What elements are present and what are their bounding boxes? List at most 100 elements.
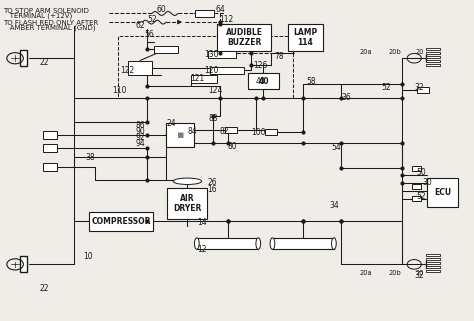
Bar <box>426 48 440 50</box>
Bar <box>225 127 237 133</box>
Bar <box>426 64 440 66</box>
Bar <box>191 75 217 82</box>
Text: AUDIBLE
BUZZER: AUDIBLE BUZZER <box>226 28 263 47</box>
Bar <box>273 238 334 249</box>
Bar <box>43 163 57 171</box>
Text: 64: 64 <box>216 5 226 14</box>
Text: 82: 82 <box>219 126 228 135</box>
Text: TO STOP ARM SOLENOID: TO STOP ARM SOLENOID <box>3 8 89 14</box>
Text: 56: 56 <box>144 30 154 39</box>
Text: 16: 16 <box>207 186 217 195</box>
Text: 24: 24 <box>166 119 176 128</box>
Bar <box>412 166 421 171</box>
Text: AMBER TERMINAL (GND): AMBER TERMINAL (GND) <box>3 25 96 31</box>
Text: 36: 36 <box>341 93 351 102</box>
Bar <box>197 238 258 249</box>
Text: 62: 62 <box>136 22 146 30</box>
Ellipse shape <box>331 238 336 249</box>
Text: 84: 84 <box>188 126 198 135</box>
Ellipse shape <box>256 238 261 249</box>
Bar <box>426 266 440 268</box>
Bar <box>265 129 277 134</box>
Text: 20b: 20b <box>388 49 401 55</box>
Text: 121: 121 <box>190 74 204 83</box>
Text: 40: 40 <box>256 77 265 86</box>
Text: 32: 32 <box>414 83 424 92</box>
Bar <box>417 87 429 93</box>
Bar <box>89 212 153 231</box>
Text: 90: 90 <box>136 126 146 135</box>
Bar <box>248 73 279 89</box>
Bar <box>217 24 271 51</box>
Text: 120: 120 <box>204 65 219 74</box>
Bar <box>426 262 440 265</box>
Text: AIR
DRYER: AIR DRYER <box>173 194 201 213</box>
Text: 130: 130 <box>204 49 219 58</box>
Bar <box>43 144 57 152</box>
Text: 110: 110 <box>112 86 127 95</box>
Text: 20: 20 <box>416 270 424 276</box>
Text: 58: 58 <box>307 77 316 86</box>
Bar <box>208 50 236 57</box>
Bar <box>20 256 27 272</box>
Text: 34: 34 <box>329 201 339 210</box>
Text: 30: 30 <box>422 178 432 187</box>
Text: 60: 60 <box>156 5 166 14</box>
Text: 100: 100 <box>251 128 266 137</box>
Text: 40: 40 <box>258 77 269 86</box>
Text: 88: 88 <box>209 115 218 124</box>
Text: 20: 20 <box>416 49 424 55</box>
Text: 126: 126 <box>254 61 268 70</box>
Text: 26: 26 <box>207 178 217 187</box>
Bar <box>166 123 194 147</box>
Text: 92: 92 <box>136 133 146 142</box>
Text: 52: 52 <box>147 15 157 24</box>
Bar <box>167 188 208 219</box>
Text: 38: 38 <box>86 153 95 162</box>
Text: 22: 22 <box>39 284 49 293</box>
Text: 78: 78 <box>275 52 284 61</box>
Bar <box>195 10 214 17</box>
Bar <box>427 178 458 207</box>
Text: 80: 80 <box>228 142 237 151</box>
Text: 10: 10 <box>83 252 93 261</box>
Bar <box>43 131 57 139</box>
Text: ECU: ECU <box>434 188 451 197</box>
Bar <box>20 50 27 66</box>
Bar <box>288 24 323 51</box>
Bar <box>210 66 244 74</box>
Text: TO FLASH RED ONLY AFTER: TO FLASH RED ONLY AFTER <box>3 20 98 26</box>
Text: 86: 86 <box>136 121 146 130</box>
Bar <box>128 61 152 75</box>
Text: 20a: 20a <box>360 270 373 276</box>
Bar <box>412 184 421 189</box>
Text: 32: 32 <box>414 271 424 280</box>
Text: 54: 54 <box>331 143 341 152</box>
Text: 12: 12 <box>197 246 206 255</box>
Ellipse shape <box>194 238 199 249</box>
Text: 14: 14 <box>197 218 207 227</box>
Bar <box>426 254 440 256</box>
Bar <box>426 56 440 58</box>
Text: COMPRESSOR: COMPRESSOR <box>91 217 151 226</box>
Bar <box>426 258 440 260</box>
Text: 20a: 20a <box>360 49 373 55</box>
Ellipse shape <box>173 178 201 185</box>
Bar <box>412 196 421 201</box>
Bar <box>155 46 178 53</box>
Text: 20b: 20b <box>388 270 401 276</box>
Bar <box>426 270 440 272</box>
Bar <box>426 52 440 54</box>
Text: ▪: ▪ <box>176 130 184 140</box>
Text: TERMINAL (+12V): TERMINAL (+12V) <box>3 13 73 19</box>
Text: 122: 122 <box>120 65 135 74</box>
Ellipse shape <box>270 238 275 249</box>
Text: 52: 52 <box>381 83 391 92</box>
Text: 22: 22 <box>39 57 49 66</box>
Bar <box>118 37 293 98</box>
Text: 112: 112 <box>219 15 234 24</box>
Text: 124: 124 <box>209 86 223 95</box>
Text: 52: 52 <box>417 192 426 201</box>
Text: LAMP
114: LAMP 114 <box>293 28 318 47</box>
Bar <box>426 60 440 62</box>
